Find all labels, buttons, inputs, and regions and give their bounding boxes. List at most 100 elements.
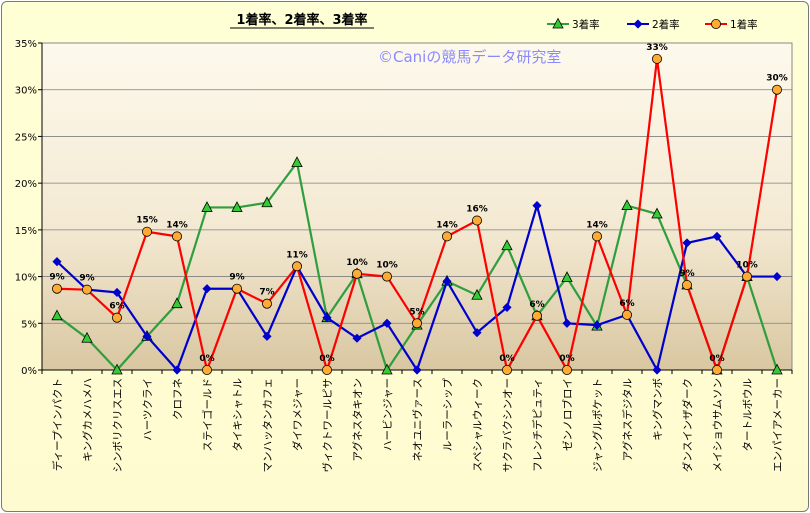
y-tick-label: 5% xyxy=(21,319,37,330)
x-tick-label: メイショウサムソン xyxy=(712,378,724,472)
x-tick-label: アグネスタキオン xyxy=(351,378,364,461)
diamond-marker xyxy=(322,313,332,323)
circle-marker xyxy=(411,318,422,329)
diamond-marker xyxy=(502,302,512,312)
diamond-marker xyxy=(652,365,662,375)
circle-marker xyxy=(772,84,783,95)
diamond-marker xyxy=(142,331,152,341)
circle-marker xyxy=(201,364,212,375)
x-tick-label: ネオユニヴァース xyxy=(411,378,424,461)
diamond-marker xyxy=(772,272,782,282)
triangle-marker xyxy=(471,288,483,300)
x-tick-label: スペシャルウィーク xyxy=(472,378,484,472)
data-label: 10% xyxy=(736,261,758,271)
data-label: 15% xyxy=(136,216,158,226)
diamond-marker xyxy=(633,19,643,29)
circle-marker xyxy=(712,364,723,375)
x-tick-label: シンボリクリスエス xyxy=(112,378,124,473)
diamond-marker xyxy=(442,276,452,286)
diamond-marker xyxy=(382,318,392,328)
x-tick-label: キングマンボ xyxy=(651,378,664,441)
diamond-marker xyxy=(112,287,122,298)
diamond-marker xyxy=(682,238,692,248)
triangle-marker xyxy=(81,331,93,343)
data-label: 0% xyxy=(319,354,334,364)
data-label: 6% xyxy=(109,302,124,312)
triangle-marker xyxy=(291,156,303,167)
x-tick-label: ルーラーシップ xyxy=(442,378,454,452)
triangle-marker xyxy=(51,309,63,321)
circle-marker xyxy=(471,215,482,226)
circle-marker xyxy=(261,298,272,309)
circle-marker xyxy=(622,309,633,320)
data-label: 11% xyxy=(286,250,308,260)
triangle-marker xyxy=(552,17,564,29)
circle-marker xyxy=(82,284,93,295)
legend-label: 1着率 xyxy=(730,18,758,31)
x-tick-label: ゼンノロブロイ xyxy=(561,378,574,451)
circle-marker xyxy=(592,231,603,242)
y-tick-label: 10% xyxy=(15,273,37,284)
data-label: 10% xyxy=(376,261,398,271)
data-label: 33% xyxy=(646,43,668,53)
x-tick-label: フレンチデピュティ xyxy=(531,378,544,472)
y-tick-label: 35% xyxy=(15,39,37,50)
data-label: 7% xyxy=(259,288,274,298)
data-label: 0% xyxy=(499,354,514,364)
circle-marker xyxy=(441,231,452,242)
diamond-marker xyxy=(202,284,212,294)
triangle-marker xyxy=(231,201,243,212)
data-label: 30% xyxy=(766,74,788,84)
triangle-marker xyxy=(651,207,663,219)
circle-marker xyxy=(112,312,123,323)
triangle-marker xyxy=(171,297,183,309)
data-label: 6% xyxy=(619,299,634,309)
circle-marker xyxy=(562,364,573,375)
data-label: 9% xyxy=(679,269,694,279)
y-tick-label: 30% xyxy=(15,86,37,97)
circle-marker xyxy=(501,364,512,375)
data-label: 14% xyxy=(166,220,188,230)
y-axis: 0% 5% 10% 15% 20% 25% 30% 35% xyxy=(15,39,43,377)
x-tick-label: クロフネ xyxy=(172,378,184,420)
diamond-marker xyxy=(472,328,482,338)
data-label: 9% xyxy=(79,274,94,284)
y-tick-label: 20% xyxy=(15,179,37,190)
x-tick-label: タートルボウル xyxy=(742,378,754,452)
series-circle xyxy=(52,53,783,375)
triangle-marker xyxy=(381,363,393,375)
legend: 3着率 2着率 1着率 xyxy=(547,17,758,31)
y-tick-label: 0% xyxy=(21,366,37,377)
triangle-marker xyxy=(501,239,513,251)
circle-marker xyxy=(381,271,392,282)
triangle-marker xyxy=(771,363,783,375)
data-label: 0% xyxy=(199,354,214,364)
series-group xyxy=(51,53,783,375)
triangle-marker xyxy=(621,199,633,210)
x-tick-label: タイキシャトル xyxy=(232,378,244,452)
diamond-marker xyxy=(352,333,362,343)
chart-title: 1着率、2着率、3着率 xyxy=(236,12,367,28)
x-tick-label: ハーツクライ xyxy=(142,378,154,441)
circle-marker xyxy=(532,310,543,321)
data-label: 5% xyxy=(409,307,424,317)
x-tick-label: キングカメハメハ xyxy=(81,378,94,462)
data-label: 0% xyxy=(709,354,724,364)
diamond-marker xyxy=(592,320,602,330)
x-axis: ディープインパクト キングカメハメハ シンボリクリスエス ハーツクライ クロフネ ステイゴ… xyxy=(41,369,793,473)
diamond-marker xyxy=(412,365,422,375)
triangle-marker xyxy=(261,196,273,208)
circle-marker xyxy=(711,18,722,29)
triangle-marker xyxy=(111,363,123,375)
data-label: 9% xyxy=(229,273,244,283)
circle-marker xyxy=(291,261,302,272)
diamond-marker xyxy=(712,231,722,241)
circle-marker xyxy=(171,231,182,242)
data-labels: 9% 9% 6% 15% 14% 0% 9% 7% 11% 0% 10% 10% 5% 14% 16% 0% 6… xyxy=(49,43,787,364)
x-tick-label: エンパイアメーカー xyxy=(772,378,784,472)
circle-marker xyxy=(652,53,663,64)
x-tick-label: ヴィクトワールピサ xyxy=(321,378,334,473)
x-tick-label: サクラバクシンオー xyxy=(502,378,514,472)
data-label: 14% xyxy=(436,220,458,230)
legend-label: 2着率 xyxy=(652,18,680,31)
